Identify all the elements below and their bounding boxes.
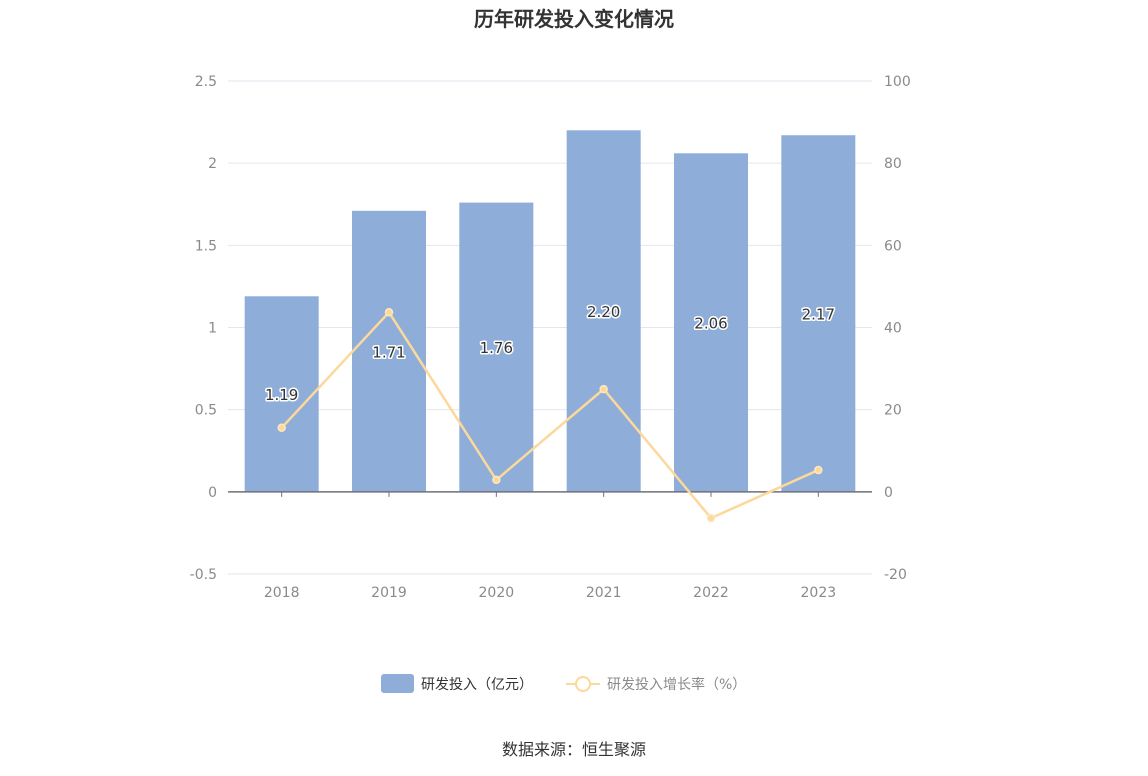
line-series [277,308,823,523]
bar-data-label: 2.06 [694,315,727,333]
left-axis-tick-label: -0.5 [190,567,217,583]
x-axis-tick-label: 2018 [264,585,300,601]
legend-bar-swatch [381,674,414,693]
growth-point [814,465,823,475]
x-axis-ticks: 2018 2019 2020 2021 2022 2023 [264,585,836,601]
bar [566,130,641,492]
bar-data-label: 2.20 [587,303,620,321]
growth-point [277,423,286,432]
x-axis-tick-label: 2022 [693,585,729,601]
left-axis-tick-label: 2 [208,156,217,172]
x-axis-tick-label: 2020 [479,585,515,601]
bar-data-label: 1.71 [372,343,405,361]
left-axis-tick-label: 1 [208,321,217,337]
bar [781,135,856,492]
legend-line-label: 研发投入增长率（%） [607,676,746,693]
right-axis-tick-label: -20 [884,567,907,583]
right-axis-ticks: 100 80 60 40 20 0 -20 [884,74,911,583]
right-axis-tick-label: 60 [884,238,902,254]
bar [244,296,319,492]
left-axis-tick-label: 0 [208,485,217,501]
left-axis-tick-label: 2.5 [195,74,217,90]
source-text: 数据来源：恒生聚源 [502,740,646,759]
legend-item-line[interactable]: 研发投入增长率（%） [566,676,746,693]
grid-lines [228,80,872,575]
bar-data-labels: 1.19 1.71 1.76 2.20 2.06 2.17 [263,302,836,406]
legend-bar-label: 研发投入（亿元） [421,677,533,693]
bar-data-label: 2.17 [802,306,835,324]
bar [674,153,748,492]
left-axis-tick-label: 0.5 [195,403,217,419]
chart-title: 历年研发投入变化情况 [474,7,674,31]
legend-item-bar[interactable]: 研发投入（亿元） [381,674,533,693]
bar-data-label: 1.19 [265,386,298,404]
bar-series [244,130,856,492]
growth-point [599,384,608,394]
x-axis-tick-label: 2019 [371,585,407,601]
legend-line-marker [575,676,591,692]
right-axis-tick-label: 20 [884,403,902,419]
growth-point [492,475,501,485]
right-axis-tick-label: 100 [884,74,911,90]
left-axis-ticks: 2.5 2 1.5 1 0.5 0 -0.5 [190,74,217,583]
right-axis-tick-label: 0 [884,485,893,501]
left-axis-tick-label: 1.5 [195,238,217,254]
growth-point [706,513,716,523]
x-axis-tick-label: 2023 [801,585,837,601]
x-axis-line [228,491,872,497]
legend: 研发投入（亿元） 研发投入增长率（%） [381,674,746,693]
growth-line [280,311,819,520]
x-axis-tick-label: 2021 [586,585,622,601]
right-axis-tick-label: 80 [884,156,902,172]
bar-data-label: 1.76 [480,339,513,357]
right-axis-tick-label: 40 [884,321,902,337]
growth-point [384,308,394,317]
